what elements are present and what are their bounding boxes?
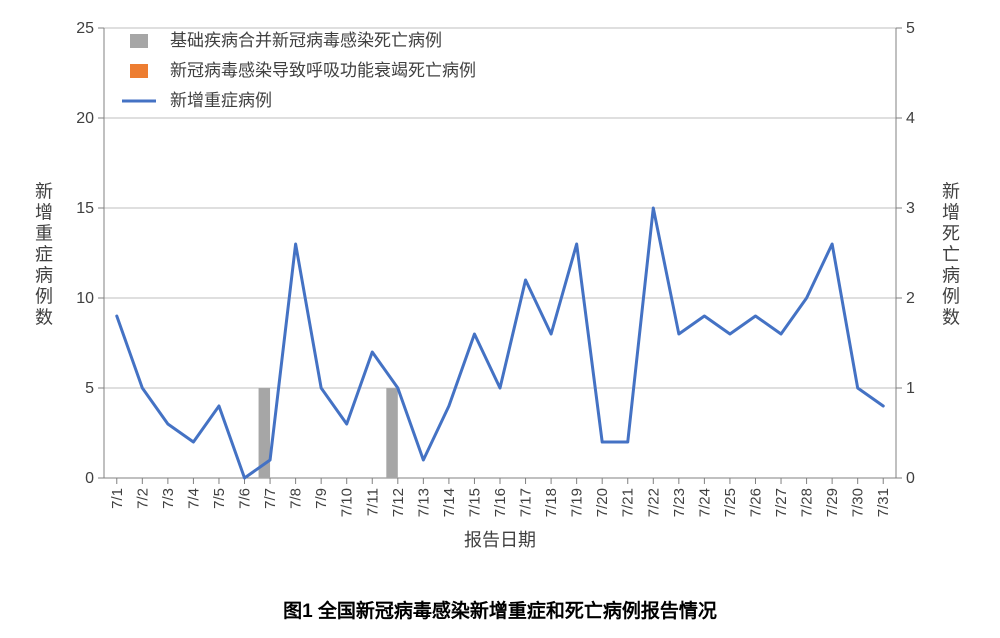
svg-text:7/27: 7/27 [773, 488, 790, 517]
svg-text:25: 25 [76, 20, 94, 37]
svg-text:15: 15 [76, 200, 94, 217]
svg-text:7/10: 7/10 [339, 488, 356, 517]
svg-text:7/15: 7/15 [466, 488, 483, 517]
svg-text:7/26: 7/26 [747, 488, 764, 517]
svg-text:5: 5 [906, 20, 915, 37]
svg-text:增: 增 [35, 203, 53, 223]
svg-text:20: 20 [76, 110, 94, 127]
svg-text:7/11: 7/11 [364, 488, 381, 516]
svg-text:7/14: 7/14 [441, 488, 458, 517]
svg-text:7/1: 7/1 [109, 488, 126, 509]
svg-text:亡: 亡 [942, 245, 960, 265]
svg-text:1: 1 [906, 380, 915, 397]
chart-container: 0 5 10 15 20 25 0 1 2 3 4 5 7/1 7/2 7/3 7/4 7/5 7/6 7/7 7/8… [0, 0, 1000, 638]
svg-text:死: 死 [942, 224, 960, 244]
svg-text:增: 增 [942, 203, 960, 223]
svg-text:10: 10 [76, 290, 94, 307]
svg-text:7/22: 7/22 [645, 488, 662, 517]
svg-text:7/6: 7/6 [237, 488, 254, 509]
svg-text:7/21: 7/21 [620, 488, 637, 517]
svg-text:症: 症 [35, 245, 53, 265]
svg-text:7/7: 7/7 [262, 488, 279, 509]
svg-text:新: 新 [35, 182, 53, 202]
svg-text:7/24: 7/24 [696, 488, 713, 517]
svg-text:7/9: 7/9 [313, 488, 330, 509]
svg-text:基础疾病合并新冠病毒感染死亡病例: 基础疾病合并新冠病毒感染死亡病例 [170, 31, 442, 50]
svg-text:4: 4 [906, 110, 915, 127]
svg-text:例: 例 [35, 287, 53, 307]
svg-text:新增重症病例: 新增重症病例 [170, 91, 272, 110]
svg-text:病: 病 [942, 266, 960, 286]
svg-text:例: 例 [942, 287, 960, 307]
svg-text:7/23: 7/23 [671, 488, 688, 517]
svg-text:重: 重 [35, 224, 53, 244]
svg-text:0: 0 [906, 470, 915, 487]
svg-text:7/29: 7/29 [824, 488, 841, 517]
svg-text:数: 数 [35, 308, 53, 328]
svg-text:7/18: 7/18 [543, 488, 560, 517]
svg-text:7/30: 7/30 [850, 488, 867, 517]
svg-text:报告日期: 报告日期 [464, 530, 536, 550]
svg-text:0: 0 [85, 470, 94, 487]
svg-text:7/17: 7/17 [518, 488, 535, 517]
svg-text:新冠病毒感染导致呼吸功能衰竭死亡病例: 新冠病毒感染导致呼吸功能衰竭死亡病例 [170, 61, 476, 80]
svg-text:新: 新 [942, 182, 960, 202]
svg-text:7/12: 7/12 [390, 488, 407, 517]
svg-text:5: 5 [85, 380, 94, 397]
svg-text:7/28: 7/28 [799, 488, 816, 517]
svg-text:数: 数 [942, 308, 960, 328]
svg-text:7/20: 7/20 [594, 488, 611, 517]
svg-text:3: 3 [906, 200, 915, 217]
svg-text:7/13: 7/13 [415, 488, 432, 517]
svg-text:7/25: 7/25 [722, 488, 739, 517]
svg-text:7/19: 7/19 [569, 488, 586, 517]
svg-text:7/5: 7/5 [211, 488, 228, 509]
svg-text:7/4: 7/4 [185, 488, 202, 509]
svg-text:7/16: 7/16 [492, 488, 509, 517]
svg-text:7/31: 7/31 [875, 488, 892, 517]
svg-text:2: 2 [906, 290, 915, 307]
svg-text:7/2: 7/2 [134, 488, 151, 509]
svg-text:7/3: 7/3 [160, 488, 177, 509]
svg-text:7/8: 7/8 [288, 488, 305, 509]
covid-severe-death-chart: 0 5 10 15 20 25 0 1 2 3 4 5 7/1 7/2 7/3 7/4 7/5 7/6 7/7 7/8… [0, 0, 1000, 560]
figure-caption: 图1 全国新冠病毒感染新增重症和死亡病例报告情况 [0, 596, 1000, 623]
svg-text:病: 病 [35, 266, 53, 286]
